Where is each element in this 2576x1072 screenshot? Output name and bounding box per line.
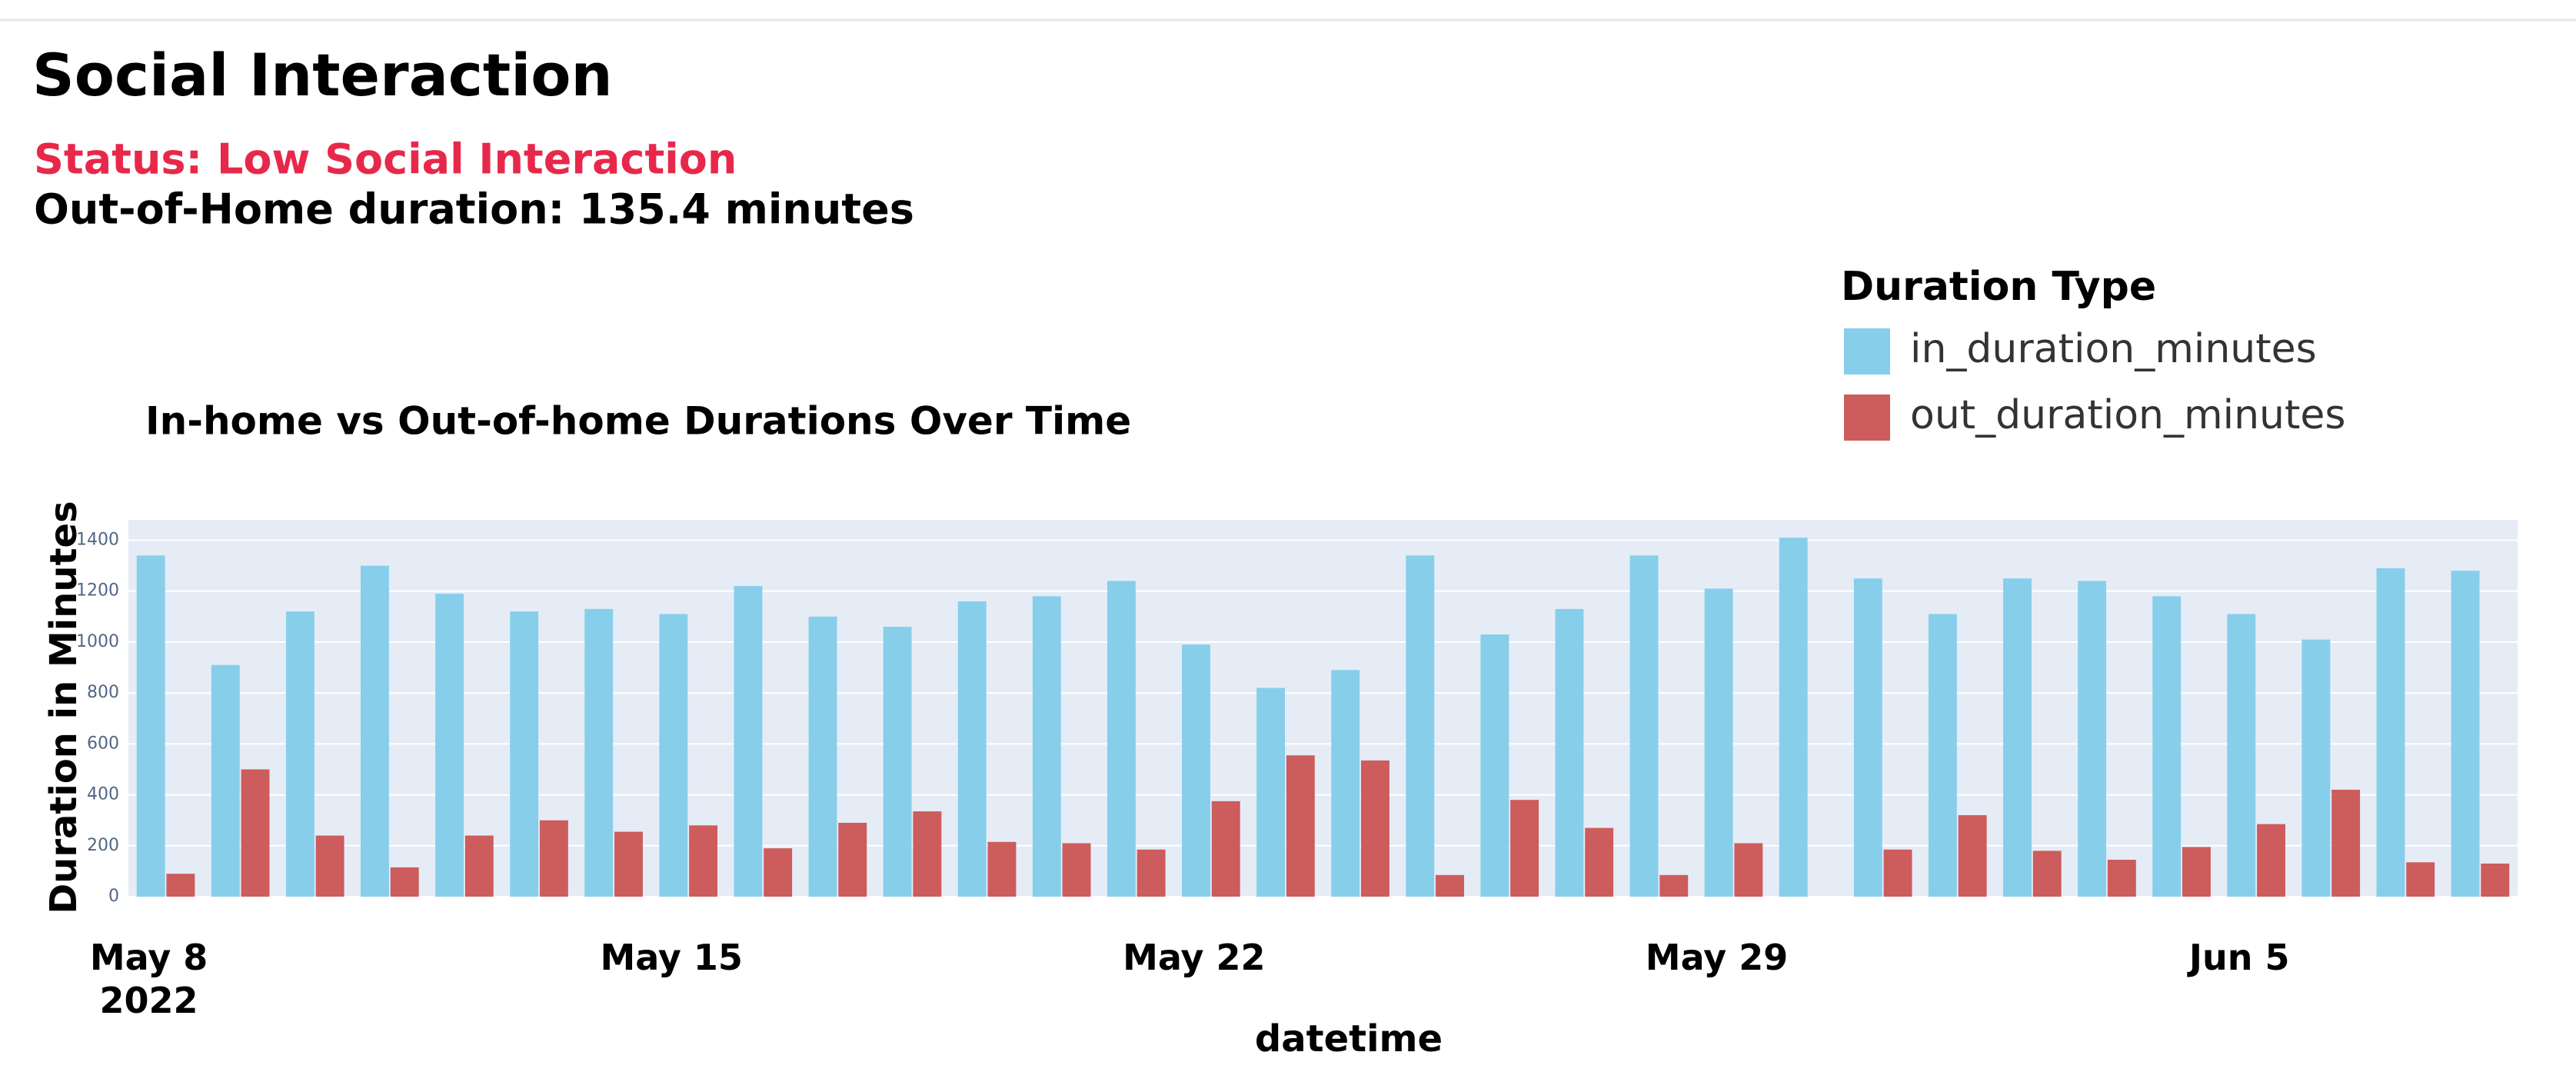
bar [2227,614,2256,897]
bar [1360,760,1390,897]
bar [689,825,718,897]
bar [1256,687,1286,897]
x-tick-label: May 29 [1645,937,1789,978]
bar [435,594,464,897]
x-tick-label: May 22 [1123,937,1266,978]
bar [838,822,867,897]
bar [1436,874,1464,897]
bar [957,601,987,897]
bar [2376,568,2405,897]
bar [808,616,837,897]
bar [2182,847,2211,897]
y-tick-label: 1200 [76,581,119,601]
bar [1182,644,1210,897]
bar [2078,581,2107,897]
y-axis-title: Duration in Minutes [42,501,85,914]
bar [913,811,942,897]
bar [2107,859,2136,897]
bar [390,867,419,897]
bar [1107,581,1136,897]
legend-swatch [1844,328,1890,375]
bar [1555,608,1584,897]
bar [1331,670,1360,897]
bar [211,664,240,897]
bar [510,611,539,897]
bar [987,841,1017,897]
status: Status: Low Social Interaction [34,135,737,184]
summary: Out-of-Home duration: 135.4 minutes [34,185,914,234]
page-title: Social Interaction [32,41,613,109]
bar [1211,801,1240,897]
bar [1137,849,1166,897]
x-axis-title: datetime [1255,1017,1443,1060]
x-tick-label: May 8 2022 [89,937,208,1021]
bar [1585,827,1614,897]
bar [2406,862,2435,897]
bar [241,769,270,897]
bar [1928,614,1957,897]
bar [1659,874,1689,897]
y-tick-label: 400 [87,785,119,804]
bar [2032,851,2062,897]
bar [1958,815,1987,897]
bar [1629,555,1659,897]
bar [1062,843,1091,897]
y-tick-label: 1000 [76,632,119,651]
legend-swatch [1844,395,1890,441]
bar [584,608,614,897]
legend-label: out_duration_minutes [1910,392,2345,438]
legend-title: Duration Type [1841,264,2156,310]
bar [166,874,195,897]
bar [361,565,389,897]
bar [285,611,315,897]
bar [1480,634,1509,897]
bar [659,614,688,897]
bar [2257,824,2285,897]
bar [883,627,912,897]
chart-title: In-home vs Out-of-home Durations Over Ti… [145,399,1131,444]
bar [1286,755,1315,897]
bar [2481,863,2510,897]
bar [539,820,568,897]
bar [2301,639,2331,897]
bar [734,586,763,897]
bar [1510,800,1539,897]
x-tick-label: Jun 5 [2188,937,2290,978]
bar [1883,849,1912,897]
y-tick-label: 800 [87,683,119,702]
bar [464,835,494,897]
bar [764,848,793,897]
y-tick-label: 0 [108,887,119,906]
x-tick-label: May 15 [600,937,743,978]
legend-label: in_duration_minutes [1910,326,2317,372]
bar [1032,596,1061,897]
bar [2331,789,2361,897]
bar [2152,596,2182,897]
bar [614,831,643,897]
bar [1704,588,1733,897]
bar [136,555,165,897]
bar [2003,578,2032,897]
y-tick-label: 1400 [76,530,119,549]
bar [1853,578,1882,897]
bar [1734,843,1763,897]
y-tick-label: 200 [87,836,119,855]
bar [1406,555,1435,897]
bar [315,835,344,897]
bar [1779,538,1808,897]
bar [2451,571,2480,897]
y-tick-label: 600 [87,734,119,753]
